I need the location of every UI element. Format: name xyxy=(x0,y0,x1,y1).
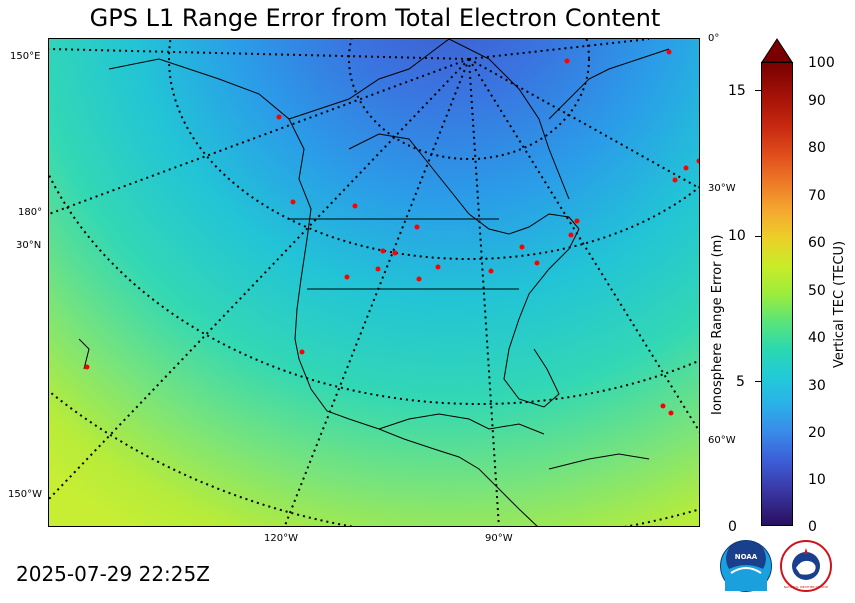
map-title: GPS L1 Range Error from Total Electron C… xyxy=(89,4,661,32)
nws-logo-emblem: NATIONAL WEATHER SERVICE xyxy=(784,548,829,589)
station-marker xyxy=(519,244,525,250)
noaa-logo-emblem: NOAA xyxy=(725,553,767,591)
left-axis-label: Ionosphere Range Error (m) xyxy=(710,234,725,415)
noaa-logo-text: NOAA xyxy=(735,553,758,561)
right-tick-90: 90 xyxy=(808,93,826,109)
right-tick-0: 0 xyxy=(808,519,817,535)
station-marker xyxy=(392,250,398,256)
right-tick-10: 10 xyxy=(808,472,826,488)
left-tick-mark xyxy=(755,236,761,237)
left-tick-mark xyxy=(755,90,761,91)
right-tick-20: 20 xyxy=(808,425,826,441)
station-marker xyxy=(534,260,540,266)
nws-logo-text: NATIONAL WEATHER SERVICE xyxy=(784,585,829,589)
lon-label-150e: 150°E xyxy=(10,51,41,62)
station-marker xyxy=(84,364,90,370)
station-marker xyxy=(696,158,699,164)
station-marker xyxy=(564,58,570,64)
station-marker xyxy=(299,349,305,355)
lon-label-180: 180° xyxy=(18,207,43,218)
lon-label-0: 0° xyxy=(708,33,720,44)
left-tick-mark xyxy=(755,381,761,382)
left-tick-0: 0 xyxy=(728,519,737,535)
lon-label-150w: 150°W xyxy=(8,489,42,500)
station-marker xyxy=(568,232,574,238)
left-tick-15: 15 xyxy=(728,83,746,99)
right-tick-100: 100 xyxy=(808,55,835,71)
station-marker xyxy=(488,268,494,274)
right-tick-50: 50 xyxy=(808,283,826,299)
left-tick-10: 10 xyxy=(728,228,746,244)
tec-field xyxy=(49,39,699,526)
station-marker xyxy=(435,264,441,270)
station-marker xyxy=(352,203,358,209)
station-marker xyxy=(290,199,296,205)
station-marker xyxy=(416,276,422,282)
station-marker xyxy=(683,165,689,171)
station-marker xyxy=(276,114,282,120)
tec-map xyxy=(49,39,699,526)
gps-stations xyxy=(84,49,699,416)
station-marker xyxy=(666,49,672,55)
station-marker xyxy=(414,224,420,230)
right-tick-60: 60 xyxy=(808,235,826,251)
graticule xyxy=(49,39,699,526)
station-marker xyxy=(672,177,678,183)
lon-label-60w: 60°W xyxy=(708,435,736,446)
right-tick-70: 70 xyxy=(808,188,826,204)
coastlines xyxy=(78,39,670,526)
station-marker xyxy=(574,218,580,224)
colorbar-extend-arrow xyxy=(761,38,793,63)
station-marker xyxy=(344,274,350,280)
right-axis-label: Vertical TEC (TECU) xyxy=(832,240,847,368)
right-tick-40: 40 xyxy=(808,330,826,346)
lat-label-30n: 30°N xyxy=(16,240,42,251)
station-marker xyxy=(660,403,666,409)
station-marker xyxy=(375,266,381,272)
left-tick-5: 5 xyxy=(736,374,745,390)
lon-label-120w: 120°W xyxy=(264,533,298,544)
noaa-logo[interactable]: NOAA xyxy=(720,540,772,592)
station-marker xyxy=(380,248,386,254)
map-panel[interactable] xyxy=(48,38,700,527)
right-tick-80: 80 xyxy=(808,140,826,156)
right-tick-30: 30 xyxy=(808,378,826,394)
lon-label-90w: 90°W xyxy=(485,533,513,544)
valid-time: 2025-07-29 22:25Z xyxy=(16,562,210,586)
colorbar xyxy=(761,62,793,526)
lon-label-30w: 30°W xyxy=(708,183,736,194)
station-marker xyxy=(668,410,674,416)
nws-logo[interactable]: NATIONAL WEATHER SERVICE xyxy=(780,540,832,592)
